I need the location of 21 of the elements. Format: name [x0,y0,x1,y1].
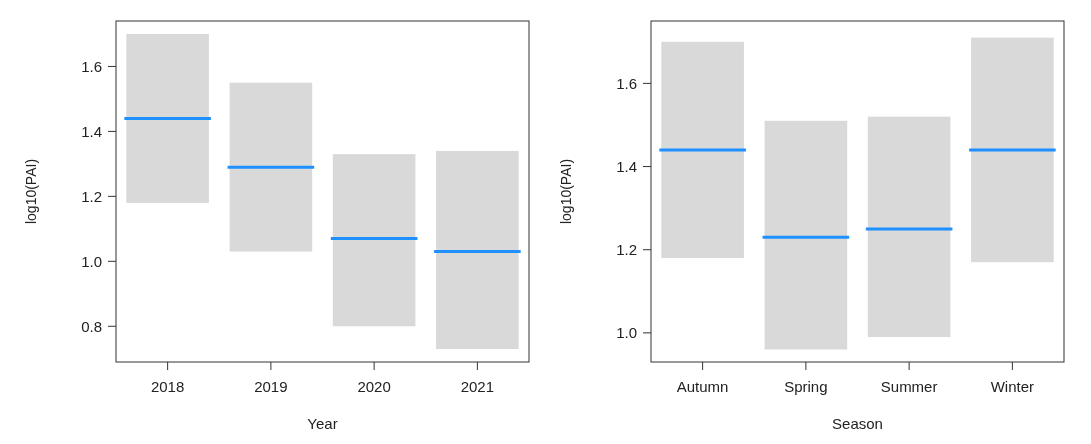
x-tick-label: Spring [784,378,828,395]
x-axis-title: Season [832,415,883,432]
x-tick-label: 2019 [254,378,288,395]
y-tick-label: 1.4 [81,122,102,140]
x-tick-label: Winter [990,378,1035,395]
x-tick-label: 2018 [150,378,185,395]
y-tick-label: 1.2 [616,240,637,258]
x-tick-label: Autumn [676,378,729,395]
y-axis-title: log10(PAI) [23,158,39,225]
y-tick-label: 1.2 [81,187,102,205]
x-tick-label: 2020 [357,378,391,395]
x-tick-label: Summer [880,378,938,395]
y-tick-label: 1.4 [616,157,637,175]
x-tick-label: 2021 [460,378,495,395]
y-tick-label: 0.8 [81,317,102,335]
y-axis-title: log10(PAI) [558,158,574,225]
x-axis-title: Year [307,415,338,432]
y-tick-label: 1.6 [81,57,102,75]
y-tick-label: 1.6 [616,74,637,92]
y-tick-label: 1.0 [81,252,102,270]
y-tick-label: 1.0 [616,324,637,342]
